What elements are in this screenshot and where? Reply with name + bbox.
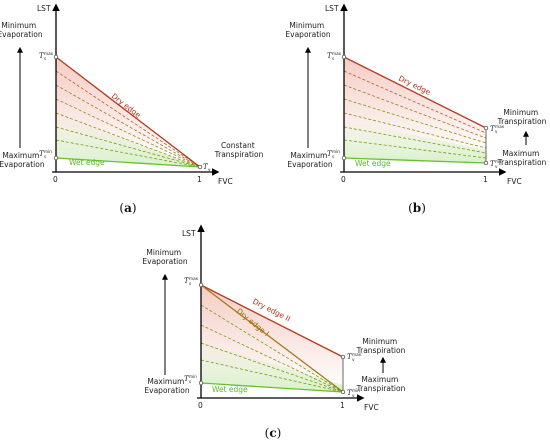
x-tick-1-b: 1	[483, 175, 488, 184]
svg-text:v: v	[208, 167, 211, 172]
svg-text:min: min	[332, 149, 340, 154]
svg-text:s: s	[332, 154, 334, 159]
svg-text:T: T	[327, 52, 333, 60]
svg-text:T: T	[39, 150, 45, 158]
left-top-label-b: Minimum Evaporation	[285, 21, 330, 39]
ts-min-label-a: T min s	[39, 149, 52, 159]
svg-text:v: v	[352, 393, 355, 398]
svg-text:T: T	[347, 389, 353, 397]
wet-shade-b	[344, 120, 486, 163]
left-top-label-c: Minimum Evaporation	[142, 248, 187, 266]
tv-min-marker-b	[483, 160, 489, 166]
svg-text:v: v	[495, 129, 498, 134]
svg-text:min: min	[352, 388, 360, 393]
isolines-a	[55, 70, 201, 168]
x-axis-label-b: FVC	[507, 177, 522, 186]
svg-text:s: s	[189, 281, 191, 286]
svg-text:v: v	[495, 164, 498, 169]
x-tick-1-a: 1	[197, 175, 202, 184]
ts-max-marker-a	[53, 54, 59, 60]
tv-marker-a	[197, 164, 203, 170]
svg-text:s: s	[44, 56, 46, 61]
x-axis-label-a: FVC	[218, 177, 233, 186]
dry-edge-line-a	[55, 56, 201, 168]
right-bottom-label-c: Maximum Transpiration	[356, 375, 406, 393]
right-top-label-b: Minimum Transpiration	[497, 108, 547, 126]
left-top-label-a: Minimum Evaporation	[0, 21, 43, 39]
tv-min-label-b: T min v	[490, 159, 503, 169]
tv-max-marker-b	[483, 125, 489, 131]
x-tick-0-b: 0	[341, 175, 346, 184]
caption-a: (a)	[119, 201, 136, 215]
tv-min-label-c: T min v	[347, 388, 360, 398]
panel-b: LST FVC 0 1 Minimum Evaporation Maximum …	[285, 3, 547, 215]
left-bottom-label-c: Maximum Evaporation	[144, 377, 189, 395]
svg-text:T: T	[39, 52, 45, 60]
panel-a: LST FVC 0 1 Minimum Evaporation Maximum …	[0, 3, 264, 215]
wet-edge-line-a	[55, 157, 201, 168]
ts-max-label-b: T max s	[327, 51, 342, 61]
svg-text:T: T	[184, 277, 190, 285]
tv-min-marker-c	[340, 389, 346, 395]
x-tick-1-c: 1	[340, 401, 345, 410]
y-axis-label-b: LST	[325, 4, 339, 13]
ts-min-label-b: T min s	[327, 149, 340, 159]
isolines-c	[200, 284, 344, 393]
svg-text:min: min	[189, 374, 197, 379]
wet-edge-line-c	[200, 382, 344, 393]
wet-edge-label-a: Wet edge	[69, 158, 105, 167]
y-axis-label-c: LST	[182, 229, 196, 238]
caption-b: (b)	[408, 201, 426, 215]
x-tick-0-a: 0	[53, 175, 58, 184]
svg-text:T: T	[490, 160, 496, 168]
svg-text:min: min	[495, 159, 503, 164]
svg-text:T: T	[184, 375, 190, 383]
svg-text:s: s	[44, 154, 46, 159]
ts-min-label-c: T min s	[184, 374, 197, 384]
dry-edge-1-line-c	[200, 284, 344, 393]
svg-text:s: s	[189, 379, 191, 384]
x-axis-label-c: FVC	[364, 403, 379, 412]
ts-min-marker-b	[341, 155, 347, 161]
y-axis-label-a: LST	[37, 4, 51, 13]
x-tick-0-c: 0	[198, 401, 203, 410]
tv-max-label-c: T max v	[347, 352, 362, 362]
svg-text:T: T	[347, 353, 353, 361]
svg-text:max: max	[495, 124, 505, 129]
panel-c: LST FVC 0 1 Minimum Evaporation Maximum …	[142, 224, 406, 440]
right-top-label-c: Minimum Transpiration	[356, 337, 406, 355]
caption-c: (c)	[265, 426, 282, 440]
left-bottom-label-b: Maximum Evaporation	[287, 151, 332, 169]
tv-max-label-b: T max v	[490, 124, 505, 134]
svg-text:T: T	[203, 163, 209, 171]
svg-text:min: min	[44, 149, 52, 154]
svg-text:max: max	[189, 276, 199, 281]
svg-text:T: T	[490, 125, 496, 133]
svg-text:max: max	[352, 352, 362, 357]
right-bottom-label-a: Constant Transpiration	[214, 141, 264, 159]
wet-edge-line-b	[343, 157, 487, 164]
dry-edge-line-b	[343, 56, 487, 129]
dry-edge-2-line-c	[200, 284, 344, 358]
svg-text:T: T	[327, 150, 333, 158]
ts-max-label-c: T max s	[184, 276, 199, 286]
wet-edge-label-b: Wet edge	[355, 159, 391, 168]
ts-max-marker-b	[341, 54, 347, 60]
svg-text:v: v	[352, 357, 355, 362]
ts-min-marker-a	[53, 155, 59, 161]
isolines-b	[343, 70, 487, 159]
wet-edge-label-c: Wet edge	[212, 385, 248, 394]
svg-text:max: max	[332, 51, 342, 56]
svg-text:s: s	[332, 56, 334, 61]
tv-max-marker-c	[340, 354, 346, 360]
left-bottom-label-a: Maximum Evaporation	[0, 151, 45, 169]
svg-text:max: max	[44, 51, 54, 56]
ts-max-label-a: T max s	[39, 51, 54, 61]
tv-label-a: T v	[203, 163, 211, 172]
wet-shade-a	[56, 115, 200, 167]
right-bottom-label-b: Maximum Transpiration	[497, 149, 547, 167]
ts-max-marker-c	[198, 282, 204, 288]
ts-min-marker-c	[198, 380, 204, 386]
